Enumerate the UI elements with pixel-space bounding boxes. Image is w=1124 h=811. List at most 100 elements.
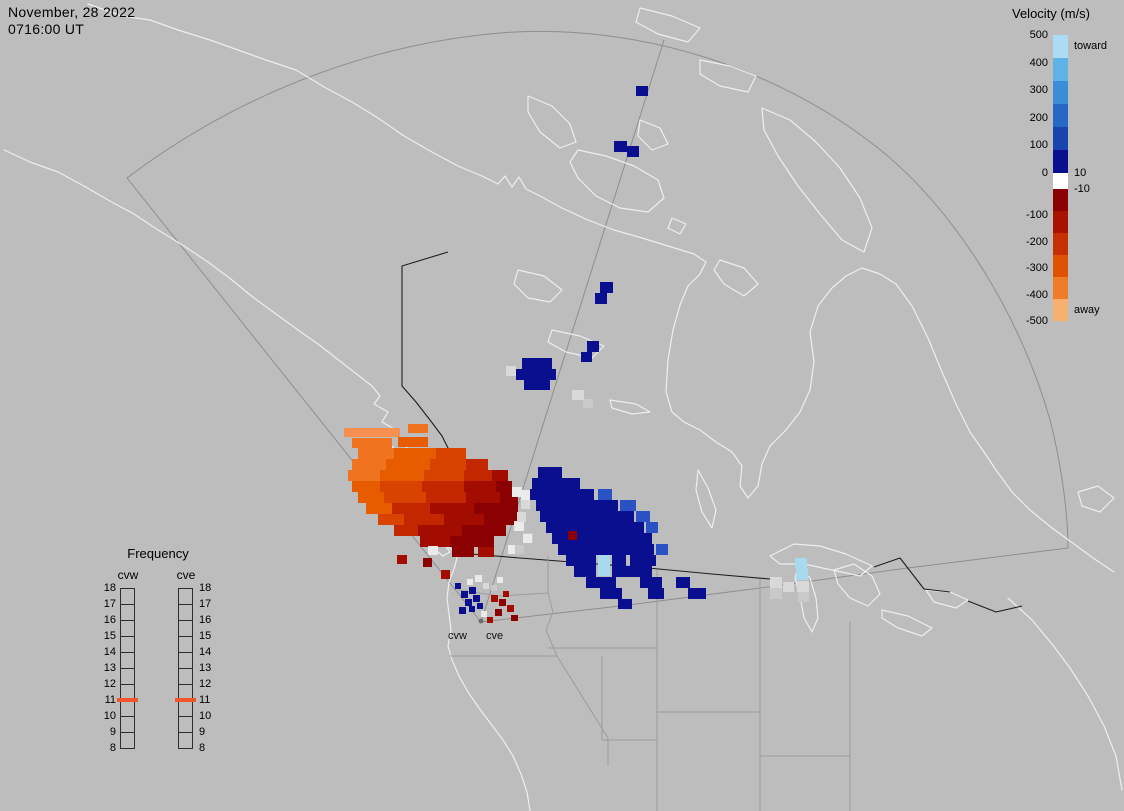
- frequency-tick-label: 8: [199, 742, 206, 754]
- frequency-tick-label: 17: [199, 598, 212, 610]
- velocity-cell: [394, 448, 436, 459]
- velocity-cell: [572, 390, 584, 400]
- frequency-scale-cell: [178, 604, 193, 621]
- velocity-cell: [465, 599, 472, 606]
- velocity-cell: [487, 617, 493, 623]
- velocity-cell: [566, 555, 596, 566]
- velocity-cell: [398, 437, 428, 447]
- velocity-cell: [477, 603, 483, 609]
- lake-athabasca: [609, 399, 651, 415]
- velocity-tick-label: 100: [1029, 139, 1048, 152]
- velocity-cell: [546, 522, 644, 533]
- velocity-cell: [461, 591, 468, 598]
- velocity-cell: [587, 341, 599, 352]
- velocity-cell: [795, 558, 807, 569]
- velocity-tick-label: -500: [1025, 315, 1048, 327]
- frequency-scale-cell: [120, 620, 135, 637]
- velocity-cell: [598, 566, 610, 576]
- velocity-tick-label: -100: [1025, 209, 1048, 222]
- active-frequency-marker: [117, 698, 138, 702]
- frequency-legend: Frequency cvw cve 18 18 17 17 16 16 15 15 14 14 13…: [92, 546, 262, 781]
- velocity-legend-title: Velocity (m/s): [1012, 6, 1091, 21]
- velocity-cell: [481, 611, 487, 617]
- velocity-cell: [492, 470, 508, 481]
- victoria-island: [569, 149, 665, 213]
- baffin-island: [761, 107, 873, 253]
- frequency-tick-label: 15: [199, 630, 212, 642]
- frequency-tick-label: 10: [103, 710, 116, 722]
- velocity-cell: [648, 588, 664, 599]
- velocity-cell: [426, 492, 466, 503]
- velocity-cell: [452, 547, 474, 557]
- frequency-tick-label: 17: [103, 598, 116, 610]
- velocity-cell: [600, 588, 622, 599]
- velocity-cell: [583, 399, 593, 408]
- zero-band-lower-label: -10: [1074, 183, 1090, 195]
- velocity-cell: [436, 448, 466, 459]
- radar-site-dot: [478, 618, 484, 624]
- velocity-cell: [536, 500, 618, 511]
- frequency-legend-title: Frequency: [127, 546, 189, 561]
- velocity-cell: [455, 583, 461, 589]
- velocity-cell: [796, 569, 808, 580]
- velocity-cell: [497, 577, 503, 583]
- velocity-cell: [517, 512, 526, 522]
- frequency-tick-label: 9: [109, 726, 116, 738]
- velocity-cell: [386, 459, 430, 470]
- velocity-cell: [506, 366, 516, 376]
- velocity-cell: [523, 534, 532, 543]
- frequency-scale-cell: [178, 620, 193, 637]
- velocity-cell: [484, 514, 520, 525]
- velocity-cell: [358, 492, 384, 503]
- frequency-tick-label: 11: [104, 694, 116, 706]
- velocity-cell: [574, 566, 596, 577]
- velocity-cell: [380, 481, 422, 492]
- southampton-island: [713, 259, 759, 297]
- velocity-cell: [552, 533, 652, 544]
- arctic-and-hudson-coast: [87, 3, 1115, 573]
- state-line: [545, 556, 558, 657]
- velocity-tick-label: 300: [1029, 84, 1048, 97]
- toward-label: toward: [1074, 40, 1108, 52]
- us-canada-border-east: [873, 557, 951, 593]
- ellesmere-island: [635, 7, 701, 43]
- velocity-cell: [500, 492, 518, 503]
- radar-site-label-cve: cve: [486, 630, 504, 642]
- velocity-cell: [464, 481, 496, 492]
- velocity-cell: [595, 293, 607, 304]
- velocity-cell: [473, 595, 480, 602]
- frequency-column-label-cvw: cvw: [117, 568, 139, 582]
- velocity-cell: [521, 499, 530, 509]
- velocity-cell: [783, 582, 794, 592]
- frequency-tick-label: 18: [103, 582, 116, 594]
- frequency-scale-cell: [120, 636, 135, 653]
- velocity-cell: [797, 581, 809, 592]
- velocity-cell: [348, 470, 380, 481]
- frequency-tick-label: 12: [103, 678, 116, 690]
- frequency-tick-label: 16: [199, 614, 212, 626]
- velocity-cell: [568, 531, 577, 540]
- timestamp-block: November, 28 2022 0716:00 UT: [8, 4, 135, 38]
- velocity-cell: [499, 599, 506, 606]
- velocity-cell: [422, 481, 464, 492]
- velocity-cell: [366, 503, 392, 514]
- zero-band-upper-label: 10: [1074, 167, 1087, 179]
- frequency-scale-cell: [120, 588, 135, 605]
- velocity-cell: [598, 555, 610, 566]
- frequency-scale-cell: [120, 716, 135, 733]
- velocity-tick-label: -200: [1025, 235, 1048, 248]
- date-text: November, 28 2022: [8, 4, 136, 20]
- frequency-tick-label: 18: [199, 582, 212, 594]
- country-border-lines: [401, 251, 1023, 613]
- velocity-cell: [676, 577, 690, 588]
- frequency-scale-cell: [120, 732, 135, 749]
- state-line: [601, 656, 657, 741]
- velocity-cell: [540, 511, 634, 522]
- great-bear-lake: [513, 269, 563, 303]
- velocity-tick-label: 400: [1029, 56, 1048, 69]
- velocity-colorbar: [1053, 35, 1068, 321]
- lake-superior: [769, 543, 873, 577]
- frequency-scale-cell: [178, 700, 193, 717]
- velocity-cell: [627, 146, 639, 157]
